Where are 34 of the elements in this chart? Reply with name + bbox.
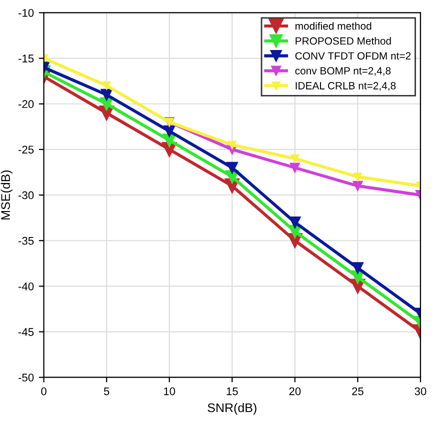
y-tick-label: -15 — [18, 54, 34, 62]
x-axis-title: SNR(dB) — [208, 402, 256, 415]
legend-label: PROPOSED Method — [296, 37, 391, 45]
point — [289, 216, 301, 228]
point — [290, 162, 300, 173]
legend-label: IDEAL CRLB nt=2,4,8 — [296, 82, 396, 91]
point — [354, 172, 362, 181]
y-tick-label: -50 — [18, 374, 34, 382]
x-tick-label: 10 — [164, 387, 176, 396]
point — [228, 140, 236, 150]
point — [102, 81, 111, 90]
legend-label: CONV TFDT OFDM nt=2 — [295, 52, 411, 60]
y-tick-label: -45 — [18, 328, 34, 336]
x-tick-label: 0 — [41, 387, 46, 396]
x-tick-label: 15 — [226, 387, 238, 396]
x-tick-label: 5 — [104, 387, 110, 396]
point — [352, 262, 364, 274]
point — [290, 154, 300, 163]
y-tick-label: -25 — [18, 146, 34, 154]
x-tick-label: 20 — [289, 387, 301, 396]
x-tick-label: 25 — [352, 387, 364, 396]
y-tick-label: -10 — [18, 8, 34, 17]
y-tick-label: -35 — [18, 236, 34, 245]
y-tick-label: -30 — [18, 191, 34, 200]
y-tick-label: -40 — [18, 282, 34, 290]
y-axis-title: MSE(dB) — [0, 170, 12, 220]
point — [100, 88, 112, 101]
point — [164, 125, 176, 138]
x-tick-label: 30 — [414, 387, 426, 396]
legend-label: modified method — [296, 22, 372, 30]
point — [226, 162, 238, 174]
y-tick-label: -20 — [18, 100, 34, 108]
point — [352, 180, 363, 191]
legend-label: conv BOMP nt=2,4,8 — [295, 67, 391, 76]
